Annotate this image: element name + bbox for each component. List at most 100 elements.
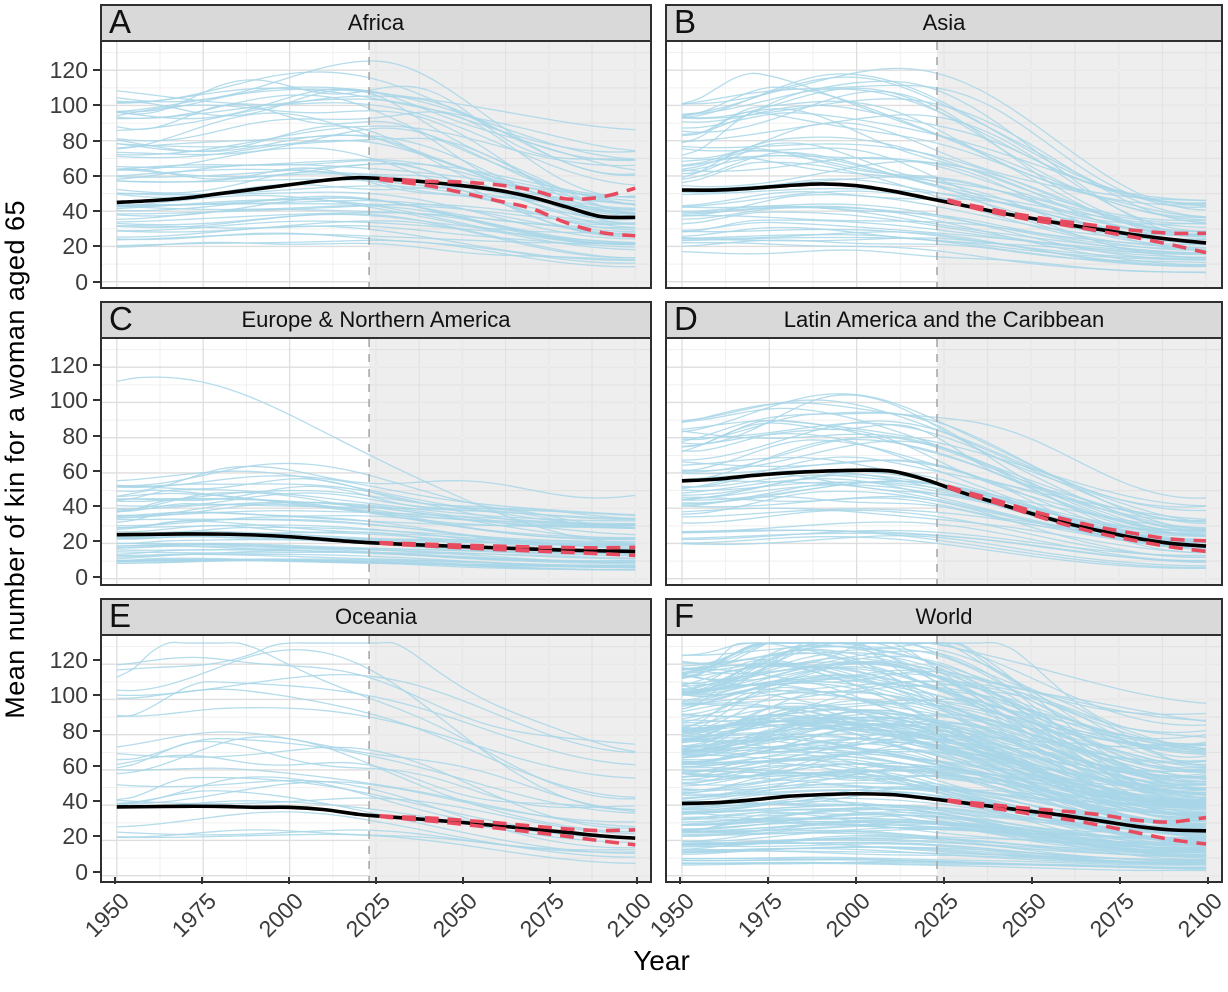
mean-line xyxy=(116,532,636,554)
y-tick-mark xyxy=(93,835,100,838)
y-tick-label: 60 xyxy=(62,162,88,189)
country-lines xyxy=(681,641,1207,872)
y-tick-label: 0 xyxy=(75,268,88,295)
x-tick-mark xyxy=(200,877,203,884)
x-tick-label: 2075 xyxy=(514,887,570,943)
lower-bound-line xyxy=(946,198,1207,255)
y-tick-mark xyxy=(93,434,100,437)
y-tick-label: 120 xyxy=(49,647,88,674)
y-tick-label: 0 xyxy=(75,858,88,885)
y-tick-mark xyxy=(93,694,100,697)
x-tick-label: 2075 xyxy=(1084,887,1139,943)
lower-bound-line xyxy=(947,799,1207,846)
y-tick-label: 100 xyxy=(49,387,88,414)
panel-plot-europe xyxy=(102,339,650,584)
y-tick-mark xyxy=(93,245,100,248)
panel-letter: B xyxy=(674,3,697,40)
lower-bound-line xyxy=(379,177,636,238)
panel-plot-world xyxy=(667,636,1221,881)
upper-bound-line xyxy=(947,798,1207,824)
panel-plot-oceania xyxy=(102,636,650,881)
panel-letter: F xyxy=(674,597,695,634)
y-tick-mark xyxy=(93,764,100,767)
facet-world: F World xyxy=(665,597,1223,883)
y-tick-mark xyxy=(93,104,100,107)
x-tick-mark xyxy=(1206,877,1209,884)
mean-line xyxy=(681,182,1207,245)
panel-letter: A xyxy=(109,3,132,40)
x-tick-label: 2050 xyxy=(996,887,1051,943)
panel-title: Asia xyxy=(922,10,966,35)
y-tick-mark xyxy=(93,280,100,283)
x-tick-mark xyxy=(287,877,290,884)
x-tick-mark xyxy=(855,877,858,884)
x-tick-mark xyxy=(113,877,116,884)
x-tick-label: 1975 xyxy=(166,887,221,943)
facet-strip: B Asia xyxy=(665,3,1223,42)
facet-strip: D Latin America and the Caribbean xyxy=(665,300,1223,339)
facet-strip: A Africa xyxy=(100,3,652,42)
facet-oceania: E Oceania xyxy=(100,597,652,883)
y-tick-label: 40 xyxy=(62,198,88,225)
y-tick-mark xyxy=(93,69,100,72)
panel-plot-asia xyxy=(667,42,1221,287)
y-axis-row-3: 0 20 40 60 80 100 120 xyxy=(28,632,100,883)
country-lines xyxy=(116,641,636,864)
y-tick-label: 60 xyxy=(62,752,88,779)
panel-title: Oceania xyxy=(335,604,417,629)
y-tick-label: 40 xyxy=(62,493,88,520)
y-tick-mark xyxy=(93,399,100,402)
y-tick-label: 20 xyxy=(62,233,88,260)
x-tick-label: 1950 xyxy=(644,887,700,943)
x-tick-label: 2000 xyxy=(820,887,876,943)
y-axis-row-1: 0 20 40 60 80 100 120 xyxy=(28,42,100,293)
x-tick-label: 2000 xyxy=(253,887,308,943)
facet-strip: F World xyxy=(665,597,1223,636)
y-tick-label: 120 xyxy=(49,352,88,379)
y-tick-mark xyxy=(93,139,100,142)
facet-grid: A Africa B Asia C Europe & Northern Amer… xyxy=(100,3,1223,883)
country-lines xyxy=(681,393,1207,570)
x-tick-mark xyxy=(767,877,770,884)
y-tick-label: 120 xyxy=(49,57,88,84)
mean-line xyxy=(681,791,1207,833)
y-tick-mark xyxy=(93,364,100,367)
panel-plot-latin-america xyxy=(667,339,1221,584)
y-tick-label: 80 xyxy=(62,127,88,154)
x-tick-mark xyxy=(375,877,377,884)
x-tick-mark xyxy=(679,877,682,884)
facet-asia: B Asia xyxy=(665,3,1223,289)
lower-bound-line xyxy=(379,541,636,558)
panel-plot-africa xyxy=(102,42,650,287)
y-axis-row-2: 0 20 40 60 80 100 120 xyxy=(28,337,100,588)
y-tick-mark xyxy=(93,659,100,662)
upper-bound-line xyxy=(379,176,636,202)
y-tick-mark xyxy=(93,800,100,803)
y-tick-label: 60 xyxy=(62,457,88,484)
y-tick-label: 40 xyxy=(62,788,88,815)
x-tick-label: 2050 xyxy=(427,887,483,943)
facet-africa: A Africa xyxy=(100,3,652,289)
upper-bound-line xyxy=(946,484,1207,543)
x-axis-title: Year xyxy=(633,945,690,976)
panel-title: Europe & Northern America xyxy=(241,307,511,332)
x-tick-label: 2025 xyxy=(340,887,395,943)
country-lines xyxy=(116,376,636,571)
y-tick-mark xyxy=(93,210,100,213)
mean-line xyxy=(116,175,636,220)
x-tick-mark xyxy=(1118,877,1121,884)
x-tick-mark xyxy=(462,877,465,884)
y-tick-mark xyxy=(93,469,100,472)
panel-title: Africa xyxy=(347,10,405,35)
y-tick-mark xyxy=(93,729,100,732)
y-tick-mark xyxy=(93,575,100,578)
y-tick-mark xyxy=(93,540,100,543)
x-tick-mark xyxy=(1030,877,1033,884)
x-tick-mark xyxy=(636,877,639,884)
y-tick-mark xyxy=(93,870,100,873)
x-tick-mark xyxy=(549,877,552,884)
x-tick-label: 2025 xyxy=(908,887,963,943)
panel-letter: D xyxy=(674,300,698,337)
y-tick-label: 100 xyxy=(49,682,88,709)
